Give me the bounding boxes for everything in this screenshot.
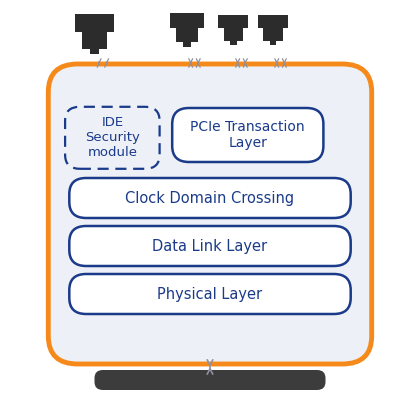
FancyBboxPatch shape xyxy=(176,27,198,42)
Text: PCIe Transaction
Layer: PCIe Transaction Layer xyxy=(191,120,305,150)
FancyBboxPatch shape xyxy=(170,13,204,28)
FancyBboxPatch shape xyxy=(69,274,351,314)
Text: Physical Layer: Physical Layer xyxy=(158,286,262,302)
FancyBboxPatch shape xyxy=(183,40,191,47)
FancyBboxPatch shape xyxy=(172,108,323,162)
FancyBboxPatch shape xyxy=(69,226,351,266)
FancyBboxPatch shape xyxy=(75,14,114,32)
FancyBboxPatch shape xyxy=(223,27,243,41)
FancyBboxPatch shape xyxy=(48,64,372,364)
FancyBboxPatch shape xyxy=(65,107,160,169)
Text: Clock Domain Crossing: Clock Domain Crossing xyxy=(126,190,294,206)
FancyBboxPatch shape xyxy=(69,178,351,218)
FancyBboxPatch shape xyxy=(270,39,276,45)
FancyBboxPatch shape xyxy=(82,30,107,48)
FancyBboxPatch shape xyxy=(263,27,283,41)
Text: Data Link Layer: Data Link Layer xyxy=(152,238,268,254)
Text: IDE
Security
module: IDE Security module xyxy=(85,116,140,159)
FancyBboxPatch shape xyxy=(258,15,288,28)
FancyBboxPatch shape xyxy=(230,39,236,45)
FancyBboxPatch shape xyxy=(94,370,326,390)
FancyBboxPatch shape xyxy=(218,15,248,28)
FancyBboxPatch shape xyxy=(90,46,99,54)
